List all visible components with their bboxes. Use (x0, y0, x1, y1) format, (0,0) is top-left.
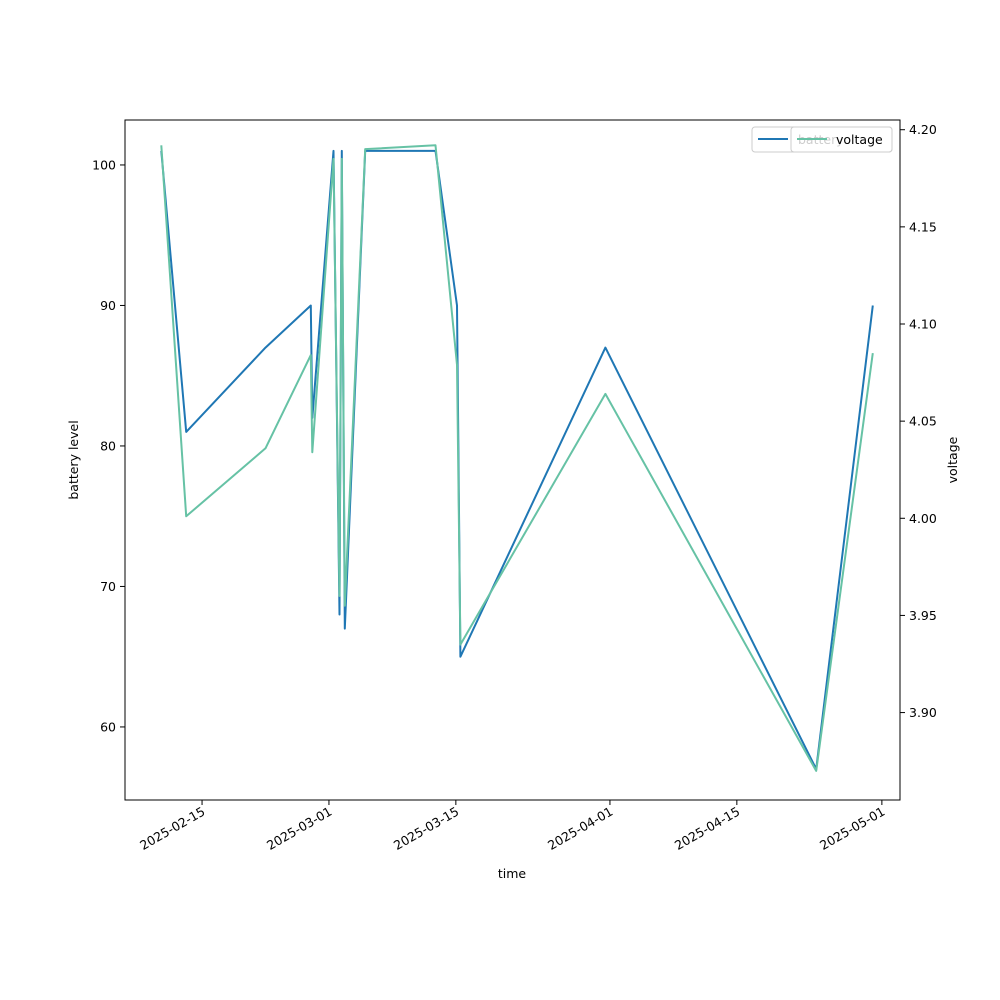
plot-frame (124, 119, 901, 801)
y-tick-label: 60 (100, 719, 116, 734)
legend-box (790, 126, 893, 153)
y-tick-label: 100 (92, 157, 116, 172)
y-axis-label: battery level (66, 420, 81, 499)
legend-right-axis: voltage (790, 126, 893, 153)
x-axis-label: time (498, 866, 527, 881)
y2-tick-label: 3.90 (909, 705, 937, 720)
y2-axis-ticks: 3.90 3.95 4.00 4.05 4.10 4.15 4.20 (900, 122, 937, 720)
y2-tick-label: 4.20 (909, 122, 937, 137)
voltage-line (160, 144, 874, 772)
y-tick-label: 80 (100, 438, 116, 453)
y2-tick-label: 4.10 (909, 317, 937, 332)
y2-tick-label: 3.95 (909, 608, 937, 623)
y2-tick-label: 4.15 (909, 219, 937, 234)
y2-tick-label: 4.00 (909, 511, 937, 526)
y2-axis-label: voltage (945, 436, 960, 483)
y-axis-ticks: 60 70 80 90 100 (92, 157, 125, 734)
legend-voltage-label: voltage (836, 132, 883, 147)
y-tick-label: 90 (100, 298, 116, 313)
y-tick-label: 70 (100, 579, 116, 594)
plot-lines (160, 144, 874, 772)
y2-tick-label: 4.05 (909, 414, 937, 429)
